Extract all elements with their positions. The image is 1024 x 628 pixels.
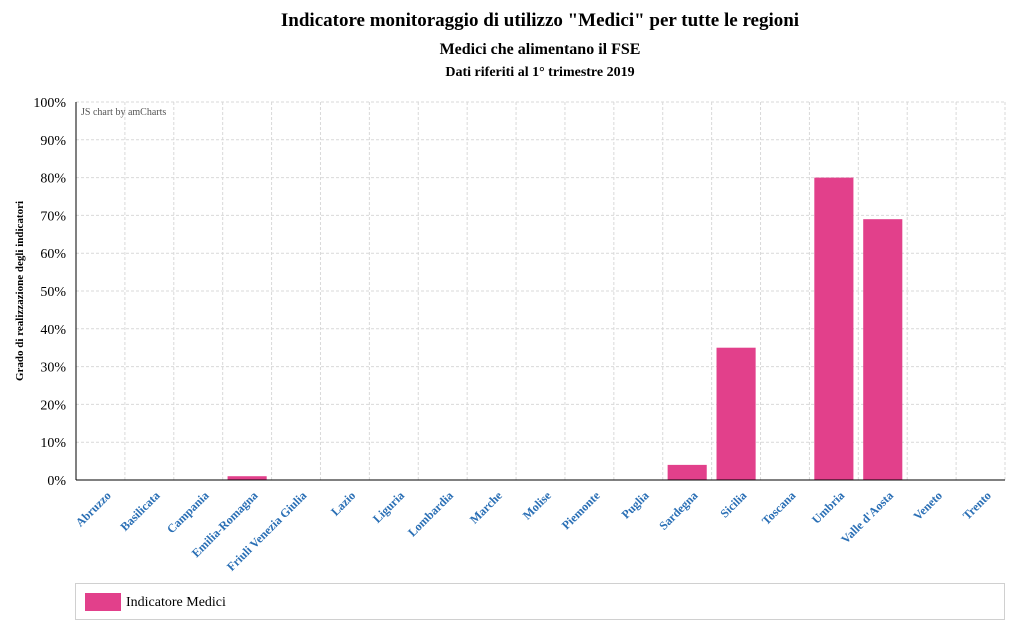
chart-credit[interactable]: JS chart by amCharts bbox=[81, 107, 166, 118]
x-tick-label: Valle d'Aosta bbox=[838, 488, 896, 546]
y-tick-label: 40% bbox=[40, 323, 66, 338]
bar-umbria[interactable] bbox=[814, 177, 854, 480]
y-tick-label: 80% bbox=[40, 172, 66, 187]
bar-chart: JS chart by amCharts 0% 10% 20% 30% 40% 50% 60%… bbox=[14, 96, 1006, 574]
y-tick-label: 100% bbox=[33, 96, 66, 111]
x-tick-label: Molise bbox=[520, 488, 554, 522]
chart-subtitle: Medici che alimentano il FSE bbox=[439, 41, 641, 58]
x-tick-label: Marche bbox=[467, 488, 505, 526]
y-axis-title: Grado di realizzazione degli indicatori bbox=[14, 201, 26, 381]
x-tick-label: Sardegna bbox=[656, 488, 700, 532]
x-tick-label: Trento bbox=[960, 488, 994, 522]
x-tick-label: Abruzzo bbox=[73, 488, 114, 529]
bar-sicilia[interactable] bbox=[716, 347, 756, 480]
x-tick-label: Piemonte bbox=[559, 488, 603, 532]
y-tick-label: 50% bbox=[40, 285, 66, 300]
y-tick-label: 70% bbox=[40, 209, 66, 224]
axes bbox=[75, 102, 1005, 481]
x-tick-label: Toscana bbox=[759, 488, 798, 527]
bar-sardegna[interactable] bbox=[667, 464, 707, 480]
x-tick-label: Basilicata bbox=[117, 488, 162, 533]
x-tick-label: Puglia bbox=[619, 488, 652, 521]
chart-subtitle-period: Dati riferiti al 1° trimestre 2019 bbox=[445, 65, 635, 80]
legend-label[interactable]: Indicatore Medici bbox=[126, 595, 226, 610]
y-tick-label: 20% bbox=[40, 398, 66, 413]
y-tick-label: 60% bbox=[40, 247, 66, 262]
x-tick-label: Lazio bbox=[328, 488, 358, 518]
bars bbox=[227, 177, 903, 480]
x-tick-label: Umbria bbox=[809, 488, 847, 526]
x-tick-label: Liguria bbox=[370, 488, 407, 525]
bar-valle-d-aosta[interactable] bbox=[863, 219, 903, 480]
y-tick-label: 30% bbox=[40, 361, 66, 376]
legend: Indicatore Medici bbox=[75, 583, 1005, 620]
x-tick-label: Sicilia bbox=[717, 488, 749, 520]
legend-swatch[interactable] bbox=[85, 593, 121, 611]
y-tick-label: 0% bbox=[47, 474, 66, 489]
y-tick-label: 10% bbox=[40, 436, 66, 451]
x-tick-label: Campania bbox=[164, 488, 212, 536]
y-tick-label: 90% bbox=[40, 134, 66, 149]
x-tick-label: Veneto bbox=[910, 488, 945, 523]
bar-emilia-romagna[interactable] bbox=[227, 476, 267, 480]
x-tick-label: Lombardia bbox=[405, 488, 456, 539]
chart-title: Indicatore monitoraggio di utilizzo "Med… bbox=[280, 10, 800, 31]
